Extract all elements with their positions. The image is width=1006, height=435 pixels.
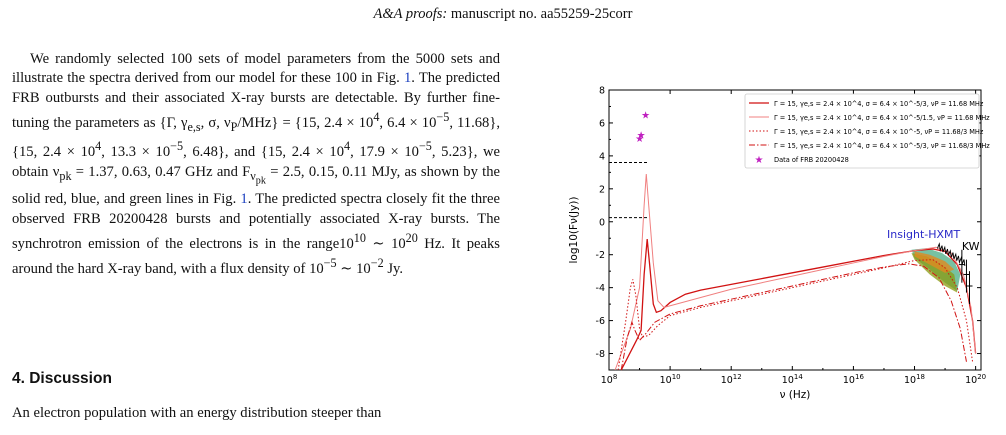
- legend-label: Γ = 15, γe,s = 2.4 × 10^4, σ = 6.4 × 10^…: [774, 100, 984, 108]
- series-line-3: [617, 259, 974, 371]
- legend-marker: ★: [755, 155, 764, 166]
- frb-data-point: ★: [637, 130, 646, 141]
- series-line-4: [620, 263, 967, 371]
- plot-frame: [608, 89, 982, 371]
- manuscript-id: manuscript no. aa55259-25corr: [450, 6, 633, 22]
- figure-link[interactable]: 1: [403, 70, 412, 87]
- x-tick-label: 1012: [721, 373, 742, 386]
- kw-data-trace: [936, 242, 966, 266]
- frb-data-point: ★: [635, 134, 644, 145]
- spectrum-figure: ★ ★ ★ Insight-HXMT KW -8 -6 -4 -2 0 2 4 6 8 108 1010 101…: [565, 84, 1005, 430]
- x-tick-label: 1018: [904, 373, 925, 386]
- legend-label: Γ = 15, γe,s = 2.4 × 10^4, σ = 6.4 × 10^…: [774, 142, 990, 150]
- running-header: A&A proofs: manuscript no. aa55259-25cor…: [0, 6, 1006, 23]
- frb-data-point: ★: [641, 111, 650, 122]
- section-heading: 4. Discussion: [12, 370, 112, 387]
- x-tick-label: 1010: [660, 373, 681, 386]
- y-axis-label: log10(Fν(Jy)): [568, 197, 580, 264]
- y-tick-label: 2: [599, 184, 605, 195]
- x-tick-label: 1016: [843, 373, 865, 386]
- model-band-olive: [911, 253, 958, 293]
- x-tick-label: 1014: [782, 373, 804, 386]
- legend-box: [744, 93, 980, 169]
- discussion-paragraph: An electron population with an energy di…: [12, 405, 382, 421]
- x-axis-label: ν (Hz): [780, 389, 811, 401]
- annotation-kw: KW: [962, 240, 980, 253]
- legend-label: Γ = 15, γe,s = 2.4 × 10^4, σ = 6.4 × 10^…: [774, 128, 984, 136]
- y-tick-label: -2: [596, 250, 605, 261]
- y-tick-label: -8: [596, 349, 605, 360]
- journal-name: A&A proofs:: [373, 6, 448, 22]
- annotation-insight-hxmt: Insight-HXMT: [887, 228, 961, 241]
- x-tick-label: 1020: [965, 373, 986, 386]
- y-tick-label: -6: [596, 316, 605, 327]
- results-paragraph: We randomly selected 100 sets of model p…: [12, 50, 500, 280]
- figure-link-2[interactable]: 1: [240, 191, 248, 208]
- paragraph-text: We randomly selected 100 sets of model p…: [12, 51, 500, 278]
- y-tick-label: 4: [599, 151, 605, 162]
- legend-label: Γ = 15, γe,s = 2.4 × 10^4, σ = 6.4 × 10^…: [774, 114, 990, 122]
- y-tick-label: 8: [599, 86, 605, 97]
- model-band-orange: [914, 251, 955, 273]
- y-tick-label: 6: [599, 118, 605, 129]
- legend-label: Data of FRB 20200428: [774, 156, 849, 164]
- y-tick-label: -4: [596, 283, 605, 294]
- y-tick-label: 0: [599, 217, 605, 228]
- x-tick-label: 108: [601, 373, 618, 386]
